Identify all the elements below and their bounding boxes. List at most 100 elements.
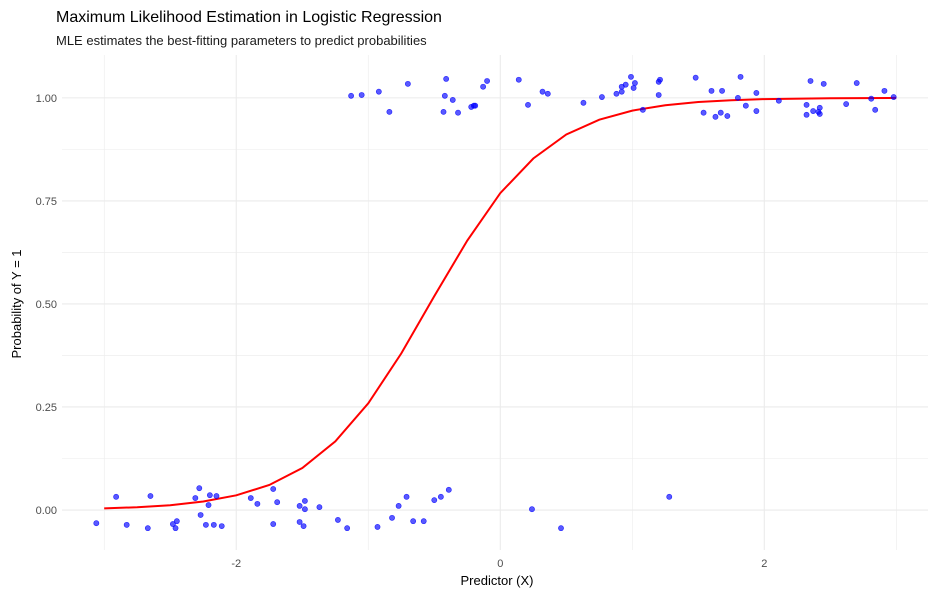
data-point xyxy=(196,485,203,492)
data-point xyxy=(622,81,629,88)
data-point xyxy=(881,87,888,94)
data-point xyxy=(630,85,637,91)
data-point xyxy=(700,109,707,116)
data-point xyxy=(544,90,551,97)
data-point xyxy=(872,106,879,113)
data-point xyxy=(712,113,719,120)
tick-labels: -2 0 2 0.00 0.25 0.50 0.75 1.00 xyxy=(36,93,768,570)
data-point xyxy=(724,113,731,119)
data-point xyxy=(853,80,860,86)
data-point xyxy=(113,493,120,500)
data-point xyxy=(742,102,749,109)
data-point xyxy=(628,73,634,80)
data-point xyxy=(525,101,531,108)
fitted-curve-layer xyxy=(104,96,897,510)
data-point xyxy=(580,99,587,106)
gridlines xyxy=(62,55,928,550)
data-points xyxy=(93,73,897,532)
x-axis-label: Predictor (X) xyxy=(461,573,534,588)
y-tick-label: 0.75 xyxy=(36,196,57,208)
data-point xyxy=(441,92,448,99)
data-point xyxy=(810,108,817,114)
data-point xyxy=(868,95,875,102)
data-point xyxy=(420,518,427,525)
data-point xyxy=(316,504,323,511)
data-point xyxy=(657,76,663,83)
data-point xyxy=(708,87,715,94)
data-point xyxy=(735,94,741,101)
data-point xyxy=(843,101,850,107)
data-point xyxy=(247,495,254,501)
data-point xyxy=(254,500,261,507)
data-point xyxy=(389,514,395,521)
data-point xyxy=(717,109,724,116)
data-point xyxy=(197,512,204,518)
y-tick-label: 0.50 xyxy=(36,299,57,311)
data-point xyxy=(775,97,782,104)
data-point xyxy=(218,523,225,529)
fitted-curve xyxy=(104,96,897,510)
data-point xyxy=(144,525,151,532)
data-point xyxy=(539,88,546,95)
data-point xyxy=(803,101,810,108)
data-point xyxy=(753,90,760,96)
data-point xyxy=(210,521,217,528)
data-point xyxy=(639,106,646,113)
data-point xyxy=(274,499,281,506)
data-point xyxy=(348,92,355,99)
data-point xyxy=(431,497,438,504)
data-point xyxy=(558,525,564,532)
data-point xyxy=(455,109,461,116)
data-point xyxy=(529,506,535,513)
data-point xyxy=(437,493,444,500)
x-tick-label: 2 xyxy=(761,558,767,570)
data-point xyxy=(753,108,760,114)
data-point xyxy=(816,104,823,111)
data-point xyxy=(335,517,341,523)
data-point xyxy=(719,87,725,94)
data-point xyxy=(386,108,393,115)
data-point xyxy=(443,76,450,82)
data-point xyxy=(816,111,823,117)
data-point xyxy=(172,525,179,532)
y-tick-label: 1.00 xyxy=(36,93,57,105)
data-point xyxy=(205,502,212,508)
data-point xyxy=(449,97,456,103)
data-point xyxy=(270,521,277,527)
y-axis-label: Probability of Y = 1 xyxy=(9,249,24,358)
y-tick-label: 0.25 xyxy=(36,402,57,414)
data-point xyxy=(395,502,402,509)
data-point xyxy=(123,521,130,528)
data-point xyxy=(599,94,605,100)
data-point xyxy=(613,90,620,97)
x-tick-label: -2 xyxy=(231,558,241,570)
data-point xyxy=(173,518,180,525)
data-point xyxy=(93,520,100,527)
data-point xyxy=(820,80,827,87)
data-point xyxy=(300,523,307,529)
data-point xyxy=(213,493,220,499)
data-point xyxy=(296,519,303,525)
data-point xyxy=(147,493,154,499)
data-point xyxy=(666,493,673,500)
data-point xyxy=(202,521,209,528)
x-tick-label: 0 xyxy=(497,558,503,570)
chart-title: Maximum Likelihood Estimation in Logisti… xyxy=(56,9,442,26)
data-point xyxy=(296,502,303,509)
chart-subtitle: MLE estimates the best-fitting parameter… xyxy=(56,33,427,48)
data-point xyxy=(344,525,351,532)
data-point xyxy=(440,108,447,115)
data-point xyxy=(169,521,176,527)
data-point xyxy=(302,506,308,513)
data-point xyxy=(807,78,814,84)
data-point xyxy=(484,78,490,84)
data-point xyxy=(655,92,662,98)
data-point xyxy=(445,486,452,493)
data-point xyxy=(206,492,213,499)
data-point xyxy=(515,76,522,83)
data-point xyxy=(632,80,638,86)
data-point xyxy=(374,524,381,530)
data-point xyxy=(803,111,810,118)
data-point xyxy=(890,94,897,100)
